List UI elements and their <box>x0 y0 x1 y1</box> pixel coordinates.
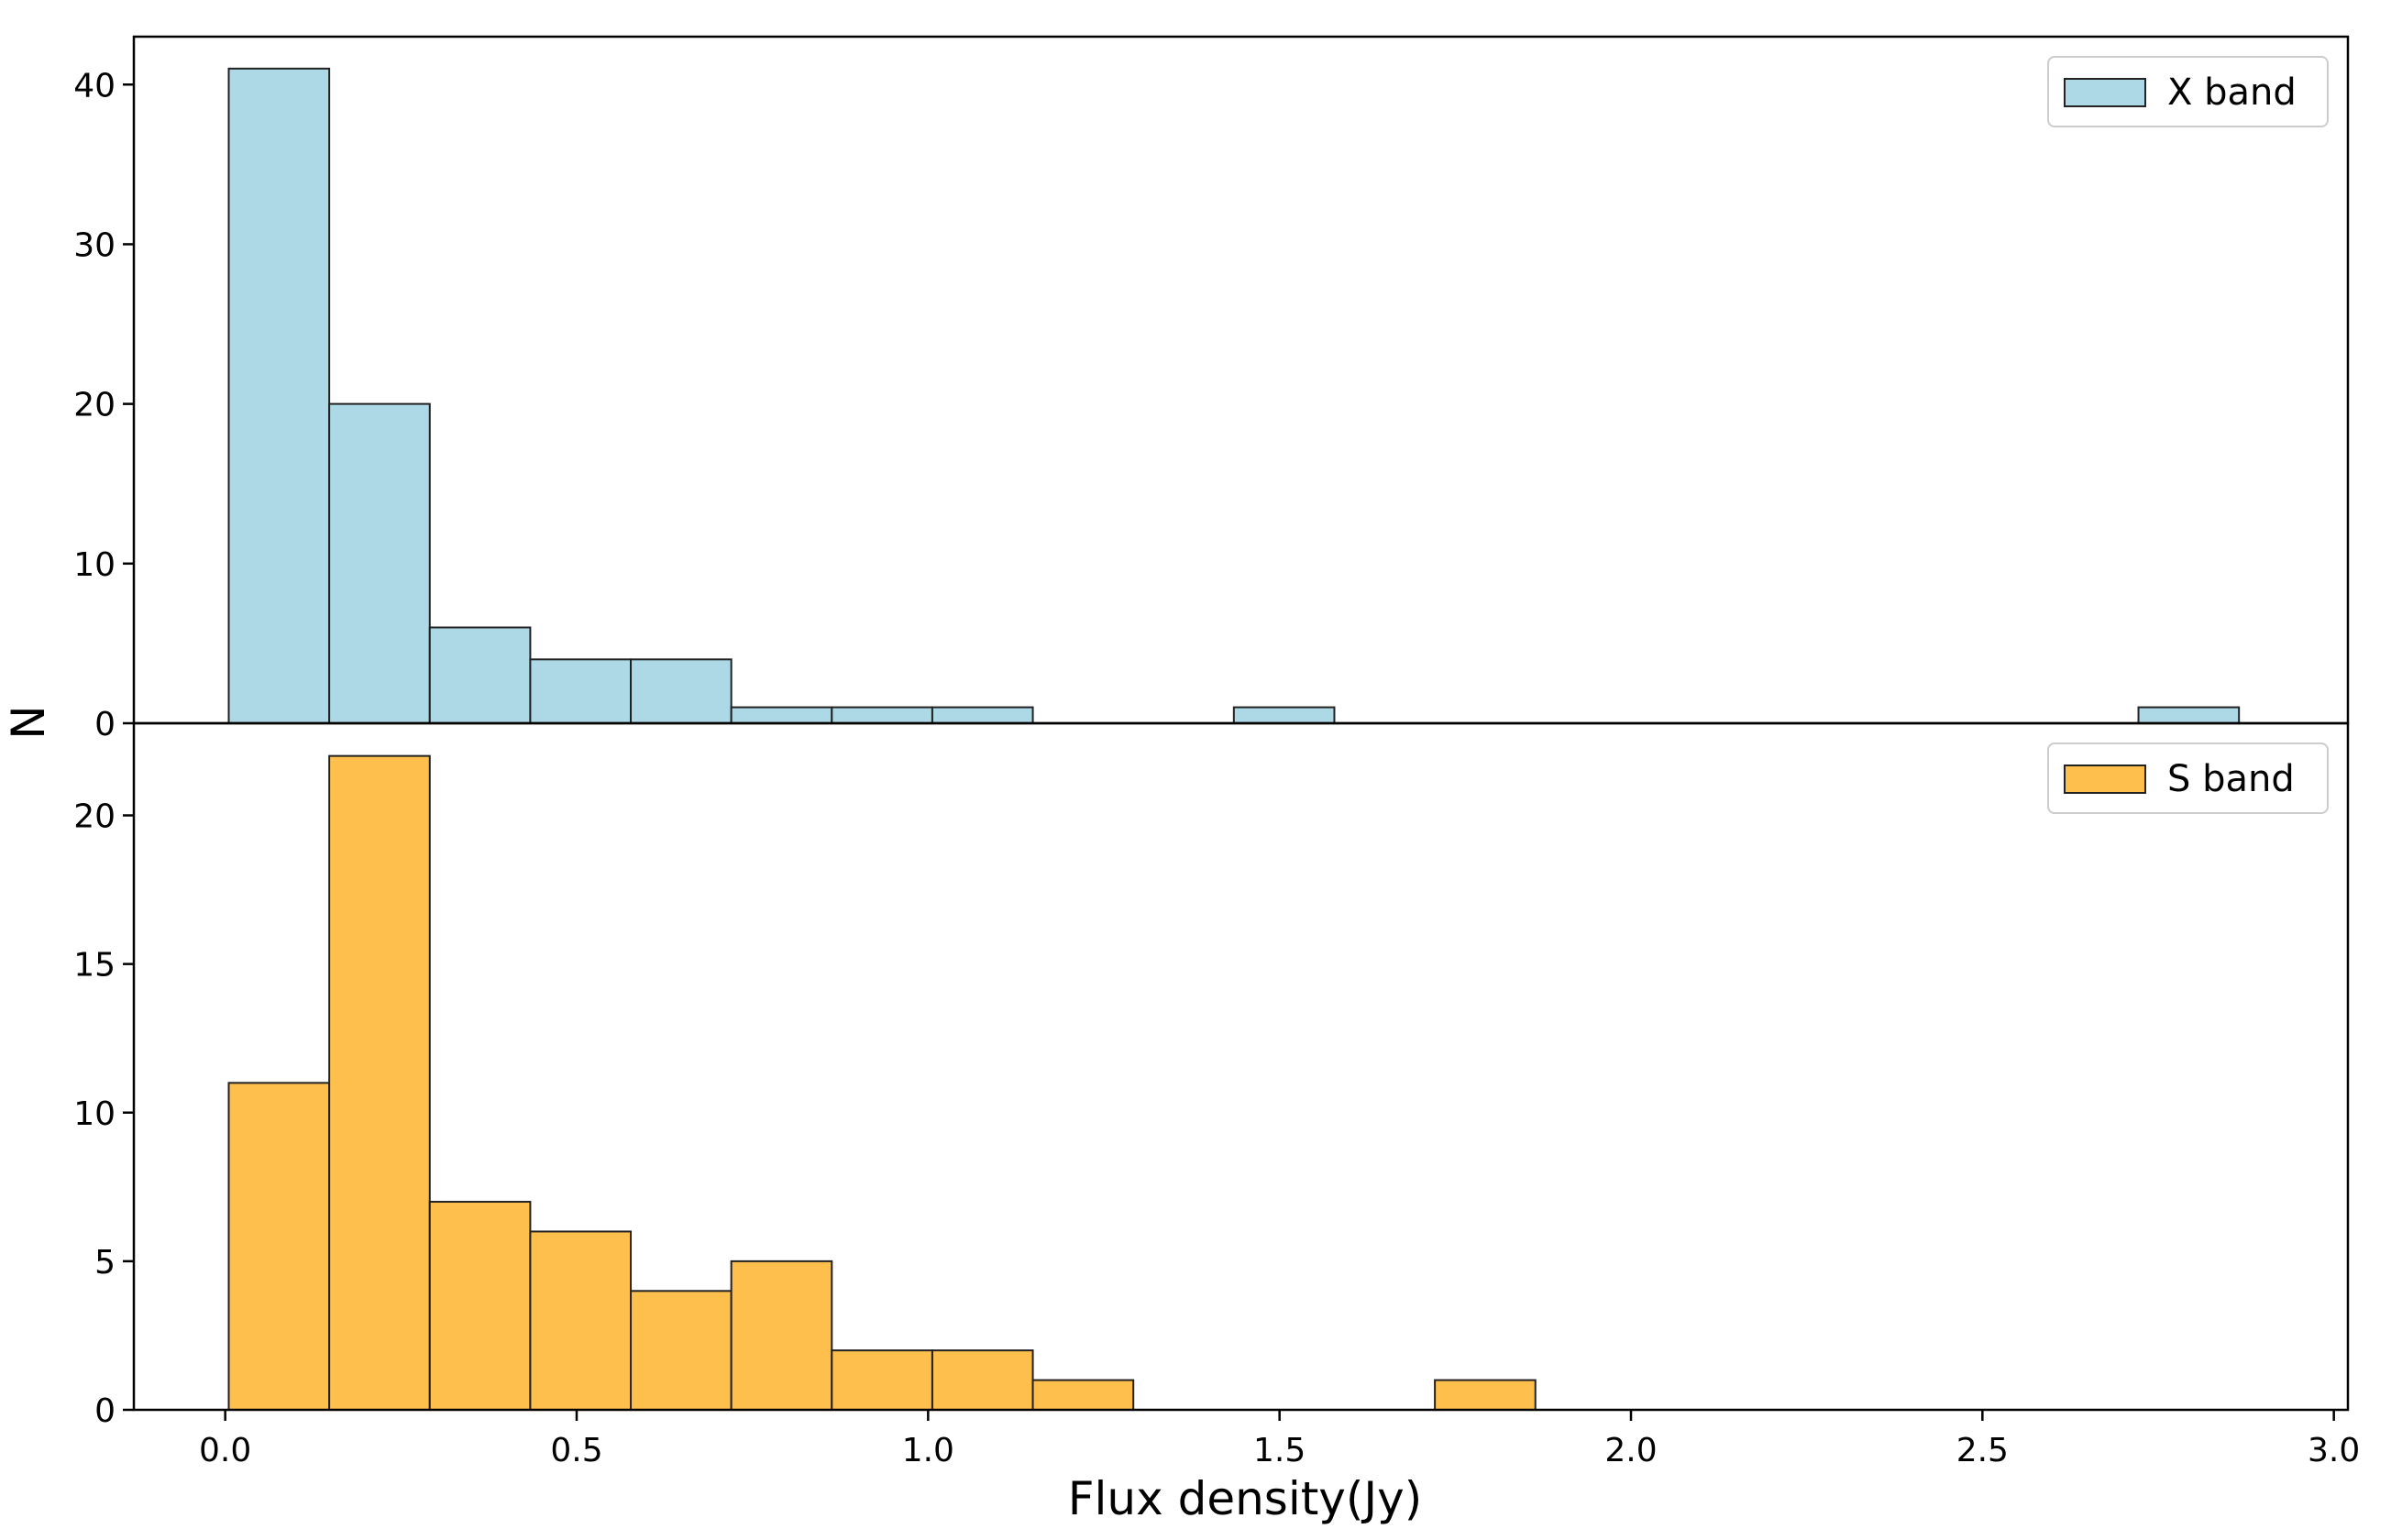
s-band-bar <box>931 1349 1034 1411</box>
s-band-bar <box>529 1230 633 1412</box>
x-tick-label: 0.5 <box>550 1432 602 1469</box>
x-band-y-tick-label: 30 <box>73 226 116 264</box>
s-band-bar <box>428 1201 532 1411</box>
x-band-axes-frame <box>132 35 2350 725</box>
x-band-bar <box>428 626 532 724</box>
x-tick-label: 0.0 <box>199 1432 251 1469</box>
s-band-bar <box>1434 1379 1537 1412</box>
s-band-bar <box>630 1290 733 1411</box>
s-band-y-tick-label: 20 <box>73 798 116 836</box>
x-tick-label: 2.0 <box>1604 1432 1657 1469</box>
x-band-bar <box>730 706 833 725</box>
x-band-bar <box>1232 706 1336 725</box>
s-band-legend: S band <box>2047 742 2329 814</box>
x-band-y-tick-label: 40 <box>73 67 116 104</box>
panel-x-band: 0 10 20 30 40 X band <box>73 35 2350 743</box>
s-band-bar <box>227 1082 331 1412</box>
x-band-bar <box>831 706 933 725</box>
x-tick-label: 3.0 <box>2308 1432 2360 1469</box>
s-band-bar <box>1031 1379 1135 1412</box>
s-band-axes-frame <box>132 721 2350 1412</box>
x-axis-label: Flux density(Jy) <box>1068 1472 1423 1525</box>
x-band-bar <box>2137 706 2241 725</box>
x-band-legend: X band <box>2047 56 2329 127</box>
s-band-bar <box>328 754 431 1411</box>
s-band-bar <box>730 1260 833 1411</box>
s-band-legend-label: S band <box>2167 758 2295 800</box>
x-band-bar <box>931 706 1034 725</box>
x-band-legend-frame <box>2047 56 2329 127</box>
s-band-legend-frame <box>2047 742 2329 814</box>
s-band-y-tick-label: 10 <box>73 1095 116 1133</box>
y-axis-label: N <box>2 705 55 739</box>
x-band-bar <box>227 67 331 724</box>
x-band-bar <box>630 658 733 724</box>
x-band-y-tick-label: 0 <box>94 706 116 743</box>
x-band-bar <box>529 658 633 724</box>
x-band-y-tick-label: 10 <box>73 546 116 584</box>
x-tick-label: 1.0 <box>902 1432 954 1469</box>
s-band-y-tick-label: 15 <box>73 947 116 984</box>
s-band-bar <box>831 1349 933 1411</box>
s-band-y-tick-label: 0 <box>94 1392 116 1430</box>
x-band-legend-label: X band <box>2167 72 2297 114</box>
x-band-bar <box>328 402 431 724</box>
s-band-y-tick-label: 5 <box>94 1244 116 1282</box>
panel-s-band: 0 5 10 15 20 S band <box>73 721 2350 1430</box>
x-tick-label: 1.5 <box>1253 1432 1306 1469</box>
x-band-legend-swatch <box>2064 78 2146 107</box>
x-axis: 0.0 0.5 1.0 1.5 2.0 2.5 3.0 <box>199 1410 2360 1469</box>
x-tick-label: 2.5 <box>1956 1432 2009 1469</box>
x-band-y-tick-label: 20 <box>73 387 116 424</box>
s-band-legend-swatch <box>2064 764 2146 794</box>
